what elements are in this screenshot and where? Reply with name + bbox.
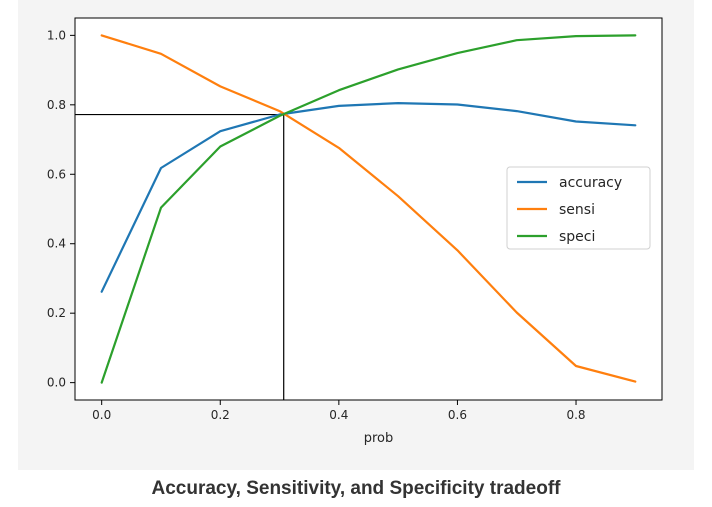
figure-panel: 0.0 0.2 0.4 0.6 0.8 0.0 0.2 0.4 0.6 0.8 1.0 prob acc… xyxy=(18,0,694,470)
x-tick-label: 0.0 xyxy=(92,408,111,422)
legend-box xyxy=(506,166,651,250)
x-tick-label: 0.8 xyxy=(566,408,585,422)
y-tick-label: 0.2 xyxy=(47,306,66,320)
series-line-speci xyxy=(100,34,637,384)
y-tick-label: 0.0 xyxy=(47,376,66,390)
x-tick-label: 0.4 xyxy=(329,408,348,422)
figure-caption: Accuracy, Sensitivity, and Specificity t… xyxy=(151,478,561,499)
series-line-accuracy xyxy=(100,101,637,293)
y-tick-label: 1.0 xyxy=(47,28,66,42)
y-tick-label: 0.4 xyxy=(47,237,66,251)
x-tick-label: 0.6 xyxy=(448,408,467,422)
y-tick-label: 0.8 xyxy=(47,98,66,112)
tradeoff-line-chart: 0.0 0.2 0.4 0.6 0.8 0.0 0.2 0.4 0.6 0.8 1.0 prob acc… xyxy=(47,17,663,446)
legend-label-sensi: sensi xyxy=(559,202,595,218)
plot-frame xyxy=(74,17,663,401)
series-line-sensi xyxy=(100,34,637,383)
x-tick-label: 0.2 xyxy=(211,408,230,422)
x-axis-label: prob xyxy=(364,431,394,446)
legend-label-accuracy: accuracy xyxy=(559,175,622,191)
legend-label-speci: speci xyxy=(559,229,595,245)
y-tick-label: 0.6 xyxy=(47,167,66,181)
